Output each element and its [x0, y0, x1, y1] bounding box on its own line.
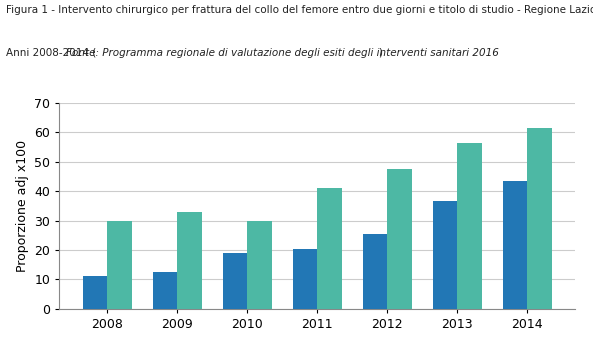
Bar	[83, 277, 107, 309]
Bar	[317, 188, 342, 309]
Bar	[223, 253, 247, 309]
Bar	[293, 248, 317, 309]
Bar	[363, 234, 387, 309]
Text: ): )	[378, 48, 382, 58]
Bar	[433, 202, 457, 309]
Bar	[387, 169, 412, 309]
Text: Figura 1 - Intervento chirurgico per frattura del collo del femore entro due gio: Figura 1 - Intervento chirurgico per fra…	[6, 5, 593, 15]
Y-axis label: Proporzione adj x100: Proporzione adj x100	[16, 140, 28, 272]
Bar	[107, 220, 132, 309]
Legend: Nessuno o elementare, Laurea: Nessuno o elementare, Laurea	[199, 352, 436, 355]
Text: Anni 2008-2014 (: Anni 2008-2014 (	[6, 48, 96, 58]
Bar	[503, 181, 527, 309]
Bar	[153, 272, 177, 309]
Bar	[527, 128, 551, 309]
Bar	[177, 212, 202, 309]
Bar	[247, 220, 272, 309]
Text: Fonte: Programma regionale di valutazione degli esiti degli interventi sanitari : Fonte: Programma regionale di valutazion…	[66, 48, 499, 58]
Bar	[457, 143, 482, 309]
